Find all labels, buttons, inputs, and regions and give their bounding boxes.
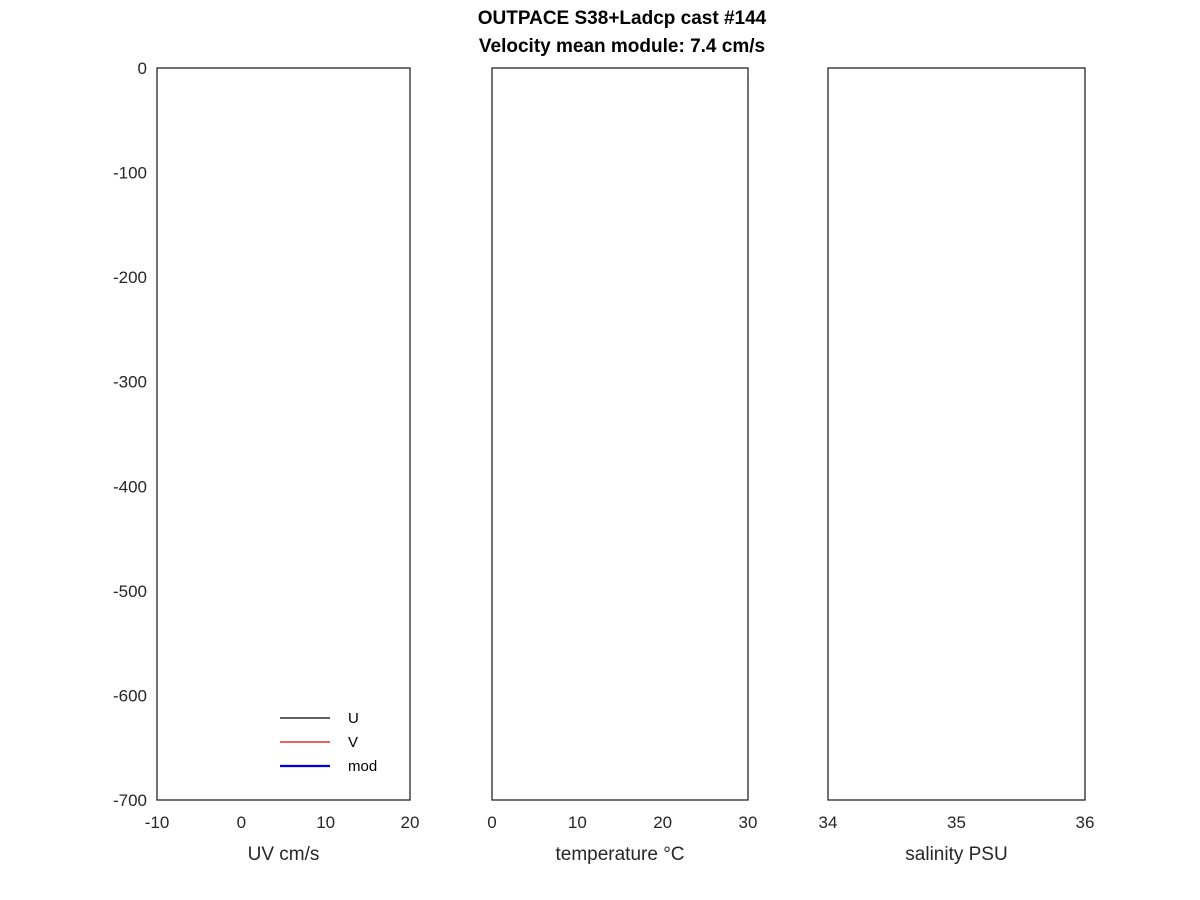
x-tick-label: -10	[145, 813, 170, 832]
x-tick-label: 34	[819, 813, 838, 832]
x-axis-label: salinity PSU	[905, 844, 1007, 865]
y-tick-label: -300	[113, 373, 147, 392]
x-axis-label: temperature °C	[555, 844, 684, 865]
panels-group: -10 0 10 200-100-200-300-400-500-600-700UV …	[113, 59, 1094, 865]
uv-panel-axes-box	[156, 67, 411, 801]
y-tick-label: -200	[113, 268, 147, 287]
x-tick-label: 0	[237, 813, 246, 832]
x-tick-label: 30	[739, 813, 758, 832]
x-tick-label: 36	[1076, 813, 1095, 832]
x-tick-label: 35	[947, 813, 966, 832]
legend-label-U: U	[348, 710, 359, 727]
x-tick-label: 10	[316, 813, 335, 832]
x-tick-label: 0	[487, 813, 496, 832]
y-tick-label: -100	[113, 164, 147, 183]
temperature-panel: 0 10 20 30 temperature °C	[487, 67, 758, 865]
salinity-panel: 34 35 36 salinity PSU	[819, 67, 1095, 865]
y-tick-label: -400	[113, 477, 147, 496]
x-tick-label: 20	[653, 813, 672, 832]
y-tick-label: -500	[113, 582, 147, 601]
temperature-panel-axes-box	[491, 67, 749, 801]
salinity-panel-axes-box	[827, 67, 1086, 801]
x-axis-label: UV cm/s	[248, 844, 320, 865]
y-tick-label: 0	[138, 59, 147, 78]
chart-title-line2: Velocity mean module: 7.4 cm/s	[479, 36, 765, 57]
x-tick-label: 20	[401, 813, 420, 832]
uv-panel: -10 0 10 200-100-200-300-400-500-600-700UV …	[113, 59, 419, 865]
chart-title-line1: OUTPACE S38+Ladcp cast #144	[478, 8, 767, 29]
y-tick-label: -600	[113, 686, 147, 705]
legend-label-V: V	[348, 734, 358, 751]
legend-label-mod: mod	[348, 758, 377, 775]
x-tick-label: 10	[568, 813, 587, 832]
y-tick-label: -700	[113, 791, 147, 810]
